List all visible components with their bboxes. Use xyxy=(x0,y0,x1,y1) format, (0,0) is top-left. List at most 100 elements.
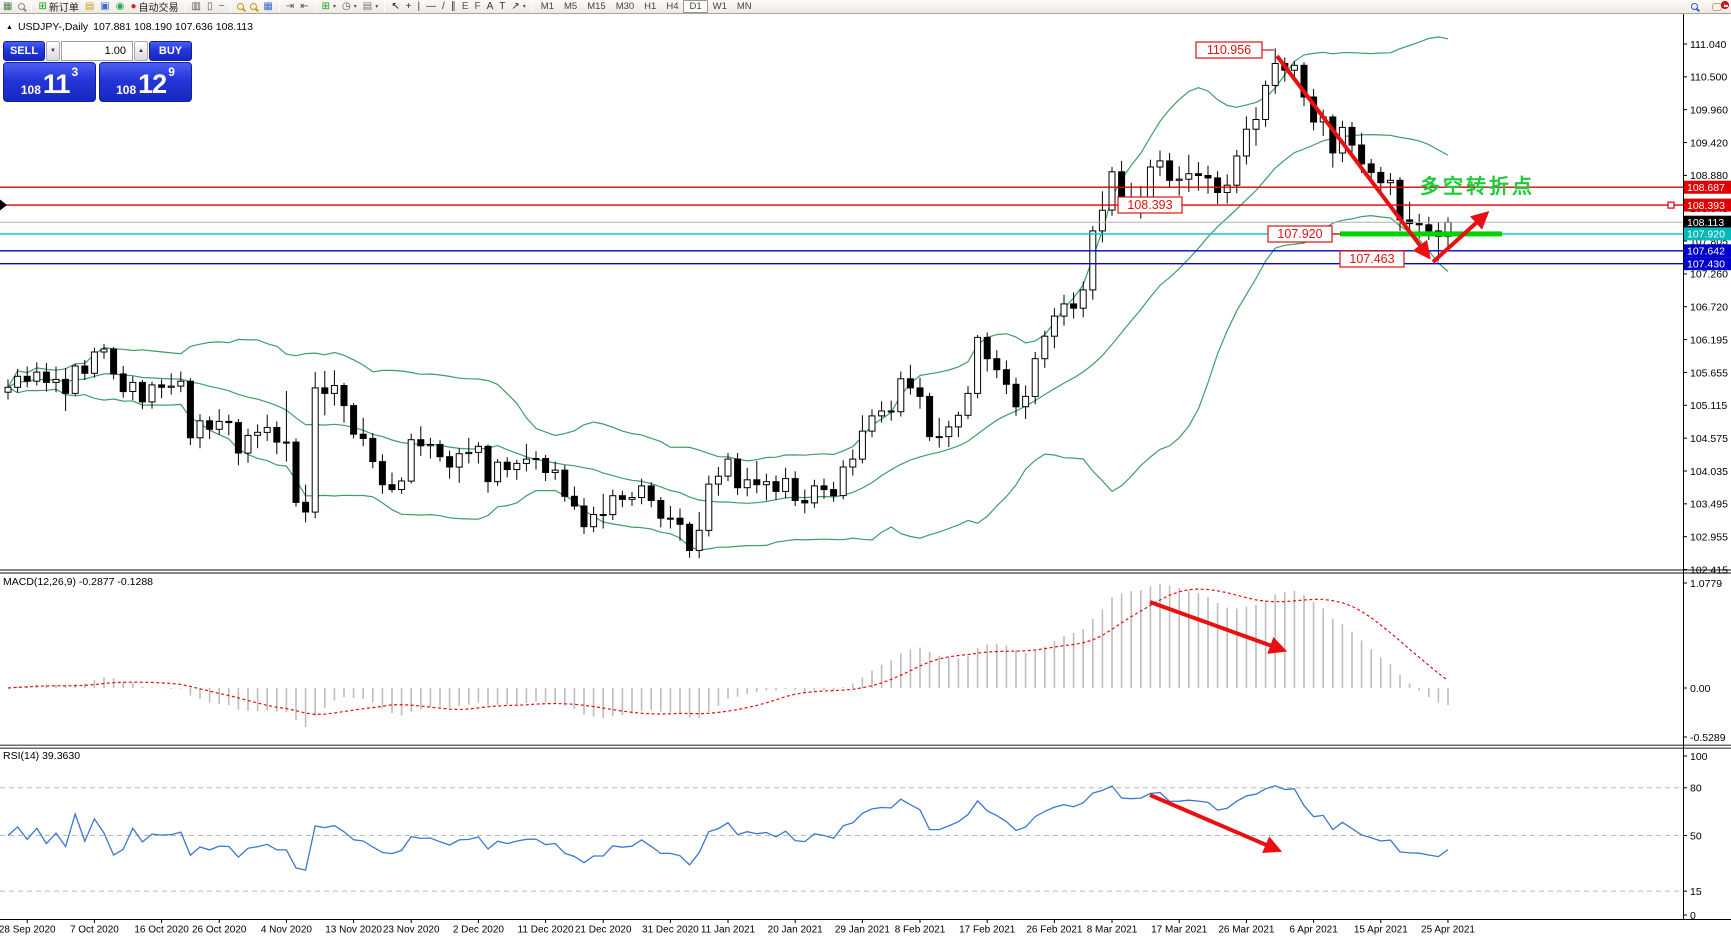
support-bar xyxy=(1340,231,1502,237)
volume-increase-button[interactable]: ▲ xyxy=(134,41,148,61)
timeframe-m15[interactable]: M15 xyxy=(587,1,606,12)
vertical-line-icon[interactable]: | xyxy=(417,0,421,12)
candlestick-chart-icon[interactable]: ▯ xyxy=(206,0,213,12)
svg-text:107.642: 107.642 xyxy=(1687,246,1725,258)
chart-axes: 111.040 110.500 109.960 109.420 108.880 108.3… xyxy=(0,14,1731,936)
price-axis-label-107.430 xyxy=(1684,257,1731,271)
chart-window-icon[interactable]: ▦ xyxy=(3,0,13,12)
main-price-pane xyxy=(0,36,1683,559)
volume-decrease-button[interactable]: ▼ xyxy=(46,41,60,61)
svg-text:20 Jan 2021: 20 Jan 2021 xyxy=(768,925,823,936)
svg-text:110.956: 110.956 xyxy=(1207,43,1251,57)
svg-text:102.415: 102.415 xyxy=(1690,564,1728,576)
buy-price-bigfigure: 108 xyxy=(116,83,137,97)
trendline-icon[interactable]: / xyxy=(442,0,445,12)
zoom-in-icon[interactable] xyxy=(234,0,247,13)
bar-chart-icon[interactable]: ▥ xyxy=(191,0,201,12)
svg-text:108.880: 108.880 xyxy=(1690,170,1728,182)
autotrading-icon[interactable]: ● 自动交易 xyxy=(130,0,179,15)
chart-shift-icon[interactable]: ⇤ xyxy=(300,0,309,12)
toolbar-separator xyxy=(31,1,33,12)
svg-text:21 Dec 2020: 21 Dec 2020 xyxy=(575,925,632,936)
price-callout xyxy=(1195,41,1263,59)
price-axis-label-107.920 xyxy=(1684,227,1731,241)
timeframe-m1[interactable]: M1 xyxy=(540,1,554,12)
fibo-retracement-icon[interactable]: F xyxy=(474,0,481,12)
svg-text:4 Nov 2020: 4 Nov 2020 xyxy=(261,925,313,936)
templates-icon[interactable]: ▤ ▾ xyxy=(362,0,379,12)
svg-text:106.720: 106.720 xyxy=(1690,302,1728,314)
svg-text:31 Dec 2020: 31 Dec 2020 xyxy=(642,925,699,936)
chart-annotations: 110.956 108.393 107.920 107.463 xyxy=(1117,41,1490,853)
svg-text:17 Feb 2021: 17 Feb 2021 xyxy=(959,925,1016,936)
buy-price-point: 9 xyxy=(168,65,175,79)
cursor-icon[interactable]: ↖ xyxy=(391,0,400,12)
arrows-tool-icon[interactable]: ↗ ▾ xyxy=(511,0,526,12)
tile-windows-icon[interactable]: ▦ xyxy=(263,0,273,12)
turning-point-annotation: 多空转折点 xyxy=(1420,176,1535,198)
volume-input[interactable] xyxy=(61,41,133,61)
periods-icon[interactable]: ◷ ▾ xyxy=(341,0,357,12)
text-label-icon[interactable]: T xyxy=(499,0,506,12)
timeframe-m5[interactable]: M5 xyxy=(564,1,578,12)
svg-text:26 Mar 2021: 26 Mar 2021 xyxy=(1218,925,1275,936)
sell-price-button[interactable]: 108 11 3 xyxy=(3,62,96,102)
svg-text:28 Sep 2020: 28 Sep 2020 xyxy=(0,925,56,936)
svg-text:104.035: 104.035 xyxy=(1690,466,1728,478)
svg-text:17 Mar 2021: 17 Mar 2021 xyxy=(1151,925,1208,936)
fibo-expansion-icon[interactable]: E xyxy=(461,0,469,12)
svg-text:107.463: 107.463 xyxy=(1349,252,1394,266)
buy-price-pips: 12 xyxy=(138,69,167,99)
collapse-objects-icon[interactable]: ▲ xyxy=(6,23,13,31)
notifications-icon[interactable] xyxy=(1709,0,1729,13)
timeframe-h1[interactable]: H1 xyxy=(644,1,657,12)
toolbar-separator xyxy=(384,1,386,12)
line-chart-icon[interactable]: ~ xyxy=(218,0,225,12)
sell-price-bigfigure: 108 xyxy=(20,83,41,97)
macd-signal-line xyxy=(7,588,1449,716)
timeframe-mn[interactable]: MN xyxy=(736,1,752,12)
history-center-icon[interactable]: ▤ xyxy=(84,0,95,12)
timeframe-w1[interactable]: W1 xyxy=(712,1,727,12)
svg-text:50: 50 xyxy=(1690,830,1702,842)
svg-text:111.040: 111.040 xyxy=(1690,39,1727,51)
svg-text:11 Jan 2021: 11 Jan 2021 xyxy=(701,925,756,936)
macd-indicator-label: MACD(12,26,9) -0.2877 -0.1288 xyxy=(3,576,153,588)
search-icon[interactable] xyxy=(1688,0,1701,13)
horizontal-line-icon[interactable]: — xyxy=(426,0,437,12)
zoom-out-icon[interactable] xyxy=(247,0,260,13)
data-window-icon[interactable]: ▣ xyxy=(100,0,110,12)
add-indicator-icon[interactable]: ⊞ ▾ xyxy=(321,0,336,12)
rsi-pane xyxy=(0,785,1683,892)
timeframe-d1[interactable]: D1 xyxy=(683,0,708,13)
market-watch-icon[interactable] xyxy=(15,0,28,13)
new-order-icon[interactable]: ⊞ 新订单 xyxy=(38,0,79,15)
timeframe-h4[interactable]: H4 xyxy=(666,1,679,12)
svg-text:108.687: 108.687 xyxy=(1687,182,1725,194)
text-icon[interactable]: A xyxy=(486,0,494,12)
svg-text:26 Oct 2020: 26 Oct 2020 xyxy=(192,925,247,936)
svg-text:0: 0 xyxy=(1690,910,1696,922)
buy-button[interactable]: BUY xyxy=(149,41,192,61)
timeframe-m30[interactable]: M30 xyxy=(615,1,635,12)
price-callout xyxy=(1267,225,1333,243)
bollinger-upper-band xyxy=(7,36,1449,462)
equidistant-channel-icon[interactable]: ∥ xyxy=(450,0,456,12)
svg-text:109.420: 109.420 xyxy=(1690,137,1728,149)
toolbar-groups: ▦ ⊞ 新订单 ▤ ▣ ◉ ● 自动交易 ▥ ▯ ~ ▦ ⇥ ⇤ ⊞ ▾ ◷ ▾ ▤ ▾ ↖ + | — / ∥ E F A T ↗ ▾ M1 M… xyxy=(0,0,757,15)
signals-icon[interactable]: ◉ xyxy=(115,0,125,12)
svg-text:25 Apr 2021: 25 Apr 2021 xyxy=(1421,925,1475,936)
toolbar-separator xyxy=(184,1,186,12)
chevron-down-icon: ▼ xyxy=(50,48,56,54)
svg-text:109.960: 109.960 xyxy=(1690,104,1728,116)
svg-text:26 Feb 2021: 26 Feb 2021 xyxy=(1026,925,1083,936)
trend-arrow-main xyxy=(1431,210,1490,264)
crosshair-icon[interactable]: + xyxy=(405,0,412,12)
price-axis-label-107.642 xyxy=(1684,244,1731,258)
scroll-to-end-icon[interactable]: ⇥ xyxy=(285,0,295,12)
svg-text:108.393: 108.393 xyxy=(1127,198,1172,212)
buy-price-button[interactable]: 108 12 9 xyxy=(99,62,192,102)
svg-text:107.920: 107.920 xyxy=(1277,227,1322,241)
sell-button[interactable]: SELL xyxy=(3,41,45,61)
